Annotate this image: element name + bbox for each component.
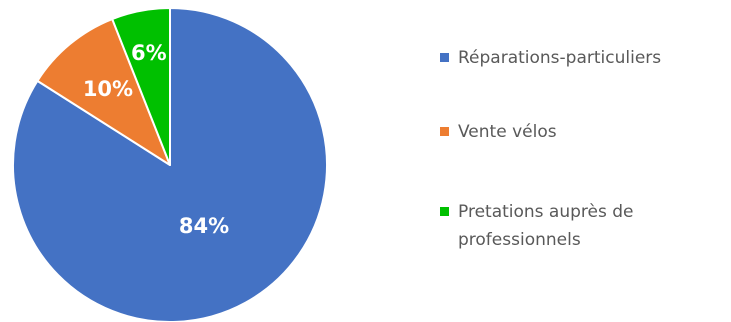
legend-label-reparations: Réparations-particuliers xyxy=(458,48,662,68)
legend-swatch-vente xyxy=(440,127,449,136)
pie-slice-1 xyxy=(36,18,171,166)
pie-slice-label-2: 6% xyxy=(131,41,167,65)
legend-item-vente: Vente vélos xyxy=(440,118,728,146)
legend-swatch-prestations xyxy=(440,207,449,216)
legend-swatch-reparations xyxy=(440,53,449,62)
legend-label-prestations: Pretations auprès de professionnels xyxy=(458,202,634,250)
legend-item-reparations: Réparations-particuliers xyxy=(440,44,728,72)
pie-slice-label-0: 84% xyxy=(179,214,229,238)
pie-slice-label-1: 10% xyxy=(83,77,133,101)
legend-label-vente: Vente vélos xyxy=(458,122,557,142)
pie-slices xyxy=(12,7,328,322)
pie-slice-2 xyxy=(111,7,171,166)
legend-item-prestations: Pretations auprès de professionnels xyxy=(440,198,728,254)
pie-slice-labels: 84% 10% 6% xyxy=(83,41,229,238)
